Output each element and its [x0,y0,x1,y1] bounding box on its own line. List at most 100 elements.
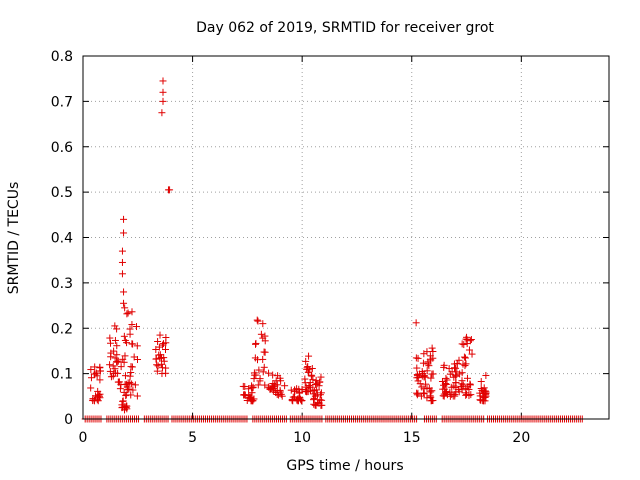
data-point [118,247,126,255]
data-point [247,396,255,404]
data-point [123,383,131,391]
data-point [463,374,471,382]
data-point [414,354,422,362]
data-point [159,88,167,96]
y-tick-label: 0.5 [51,185,73,201]
data-point [414,389,422,397]
data-point [428,387,436,395]
data-point [122,403,130,411]
data-point [126,372,134,380]
data-point [302,357,310,365]
data-point [440,392,448,400]
data-point [463,333,471,341]
data-point [109,362,117,370]
data-point [158,109,166,117]
x-axis-label: GPS time / hours [286,458,403,474]
data-point [162,369,170,377]
data-point [479,397,487,405]
data-point [92,369,100,377]
data-point [465,392,473,400]
data-point [413,371,421,379]
data-point [426,392,434,400]
data-point [109,372,117,380]
data-point [247,394,255,402]
data-point [461,354,469,362]
data-point [251,371,259,379]
data-point [465,346,473,354]
data-point [414,377,422,385]
data-point [155,343,163,351]
x-tick-label: 20 [512,430,530,446]
data-point [429,397,437,405]
data-point [119,397,127,405]
data-point [89,395,97,403]
data-point [159,97,167,105]
data-point [438,377,446,385]
data-point [266,384,274,392]
data-point [464,383,472,391]
y-tick-label: 0.4 [51,231,73,247]
data-point [428,370,436,378]
y-tick-label: 0 [64,412,73,428]
axis-ticks: 0 0.1 0.2 0.3 0.4 0.5 0.6 0.7 0.8 0 5 10 15 20 [51,49,609,446]
data-point [428,344,436,352]
data-point [113,342,121,350]
data-point [106,334,114,342]
data-point [458,377,466,385]
data-point [446,388,454,396]
data-point [95,392,103,400]
data-point [310,400,318,408]
data-point [293,385,301,393]
data-point [156,331,164,339]
data-point [118,270,126,278]
data-point [123,310,131,318]
data-point [154,338,162,346]
data-point [420,372,428,380]
data-point [241,383,249,391]
data-point [455,356,463,364]
data-point [113,358,121,366]
data-point [316,391,324,399]
data-point [120,358,128,366]
data-point [116,385,124,393]
y-tick-label: 0.2 [51,321,73,337]
data-point [128,321,136,329]
data-point [117,363,125,371]
data-point [255,366,263,374]
data-point [121,304,129,312]
data-point [412,319,420,327]
data-point [423,348,431,356]
data-point [118,258,126,266]
data-point [120,332,128,340]
data-point [91,370,99,378]
data-point [419,359,427,367]
data-point [413,364,421,372]
data-point [111,336,119,344]
data-point [260,348,268,356]
data-point [161,346,169,354]
data-point [123,339,131,347]
data-point [453,368,461,376]
data-point [117,381,125,389]
data-point [153,367,161,375]
data-point [460,353,468,361]
y-tick-label: 0.6 [51,140,73,156]
data-point [133,392,141,400]
data-point [313,386,321,394]
data-point [114,357,122,365]
data-point [482,392,490,400]
data-point [313,380,321,388]
data-point [122,392,130,400]
x-tick-label: 5 [188,430,197,446]
data-point [272,389,280,397]
data-point [311,380,319,388]
data-point [127,363,135,371]
data-point [106,361,114,369]
data-point [120,299,128,307]
data-point [153,361,161,369]
data-point [87,366,95,374]
data-point [133,356,141,364]
data-point [450,373,458,381]
data-point [482,371,490,379]
